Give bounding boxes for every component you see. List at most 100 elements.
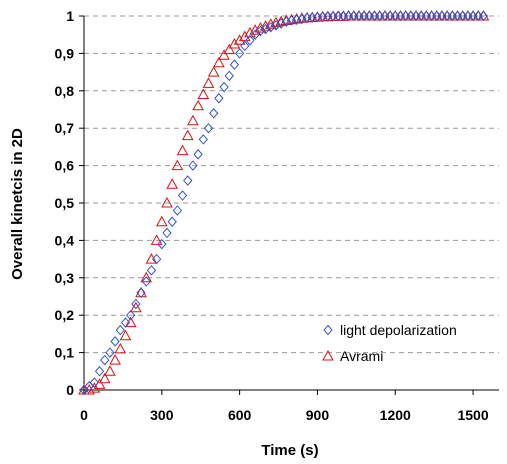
light-depolarization-point [177, 190, 188, 201]
x-tick-label: 600 [228, 407, 252, 423]
y-tick-label: 0,9 [55, 45, 75, 61]
avrami-point [176, 144, 189, 156]
light-depolarization-point [100, 354, 110, 366]
light-depolarization-point [286, 15, 297, 26]
light-depolarization-point [224, 70, 234, 82]
y-tick-label: 0,4 [55, 232, 75, 248]
light-depolarization-point [203, 122, 214, 134]
data-points [78, 9, 490, 396]
avrami-point [223, 43, 236, 55]
avrami-point [114, 342, 127, 354]
light-depolarization-point [136, 287, 146, 299]
avrami-point [145, 253, 158, 264]
light-depolarization-point [110, 336, 120, 347]
light-depolarization-point [234, 48, 245, 59]
avrami-point [202, 77, 215, 88]
light-depolarization-point [193, 149, 203, 160]
light-depolarization-point [167, 216, 177, 227]
light-depolarization-point [198, 134, 208, 145]
axes [79, 15, 499, 395]
avrami-point [109, 354, 121, 365]
light-depolarization-point [188, 160, 198, 171]
light-depolarization-point [126, 309, 136, 321]
light-depolarization-point [131, 298, 141, 310]
avrami-point [197, 88, 210, 100]
y-tick-label: 0,5 [55, 195, 75, 211]
light-depolarization-point [183, 175, 193, 186]
avrami-point [218, 49, 230, 60]
y-tick-label: 0,7 [55, 120, 75, 136]
light-depolarization-point [89, 377, 100, 388]
avrami-point [244, 26, 256, 38]
light-depolarization-point [266, 21, 276, 33]
avrami-point [238, 30, 251, 42]
light-depolarization-point [255, 25, 266, 37]
gridlines [84, 15, 499, 354]
y-axis-title: Overall kinetcis in 2D [9, 128, 26, 280]
light-depolarization-point [281, 16, 291, 27]
x-tick-label: 0 [80, 407, 88, 423]
avrami-point [228, 38, 241, 49]
y-tick-label: 0,3 [55, 270, 75, 286]
light-depolarization-point [214, 93, 224, 104]
legend: light depolarization Avrami [322, 322, 457, 364]
avrami-point [181, 129, 194, 141]
light-depolarization-point [105, 347, 115, 358]
light-depolarization-point [276, 18, 286, 29]
light-depolarization-point [297, 13, 307, 25]
light-depolarization-point [94, 366, 105, 377]
y-tick-label: 0,2 [55, 307, 75, 323]
x-tick-label: 300 [150, 407, 174, 423]
avrami-point [161, 196, 173, 208]
avrami-point [104, 365, 116, 376]
avrami-point [155, 215, 168, 227]
light-depolarization-point [151, 253, 162, 265]
y-tick-labels: 0 0,1 0,2 0,3 0,4 0,5 0,6 0,7 0,8 0,9 1 [55, 8, 75, 398]
light-depolarization-point [120, 317, 131, 328]
avrami-point [98, 372, 111, 384]
legend-marker-triangle [322, 349, 334, 361]
x-axis-title: Time (s) [261, 442, 318, 459]
light-depolarization-point [271, 20, 281, 31]
y-tick-label: 0,6 [55, 158, 75, 174]
avrami-point [192, 99, 204, 111]
avrami-point [187, 114, 199, 126]
light-depolarization-point [478, 10, 489, 22]
avrami-point [213, 56, 225, 68]
light-depolarization-point [260, 23, 271, 35]
y-tick-label: 0 [66, 382, 74, 398]
x-tick-label: 900 [306, 407, 330, 423]
avrami-point [83, 383, 96, 395]
legend-diamond-icon [323, 324, 333, 336]
y-tick-label: 0,8 [55, 83, 75, 99]
avrami-point [171, 159, 184, 171]
light-depolarization-point [172, 205, 183, 216]
avrami-point [140, 271, 153, 283]
light-depolarization-point [115, 324, 125, 336]
light-depolarization-point [245, 35, 255, 46]
avrami-point [233, 34, 246, 45]
x-tick-label: 1200 [380, 407, 411, 423]
legend-triangle-icon [322, 349, 334, 361]
avrami-point [124, 316, 137, 328]
light-depolarization-point [219, 81, 229, 93]
avrami-point [207, 66, 220, 77]
legend-marker-diamond [323, 324, 333, 336]
light-depolarization-point [209, 107, 219, 119]
legend-label-light-depolarization: light depolarization [340, 322, 457, 338]
light-depolarization-point [157, 238, 167, 250]
x-tick-labels: 0 300 600 900 1200 1500 [80, 407, 489, 423]
legend-label-avrami: Avrami [340, 348, 383, 364]
light-depolarization-point [292, 14, 302, 25]
avrami-point [150, 234, 163, 245]
light-depolarization-point [146, 265, 157, 276]
avrami-point [119, 329, 132, 341]
y-tick-label: 0,1 [55, 345, 75, 361]
x-tick-label: 1500 [457, 407, 488, 423]
light-depolarization-point [141, 276, 151, 287]
avrami-point [130, 301, 142, 313]
light-depolarization-point [240, 40, 250, 52]
light-depolarization-point [229, 59, 240, 70]
avrami-point [166, 178, 179, 189]
